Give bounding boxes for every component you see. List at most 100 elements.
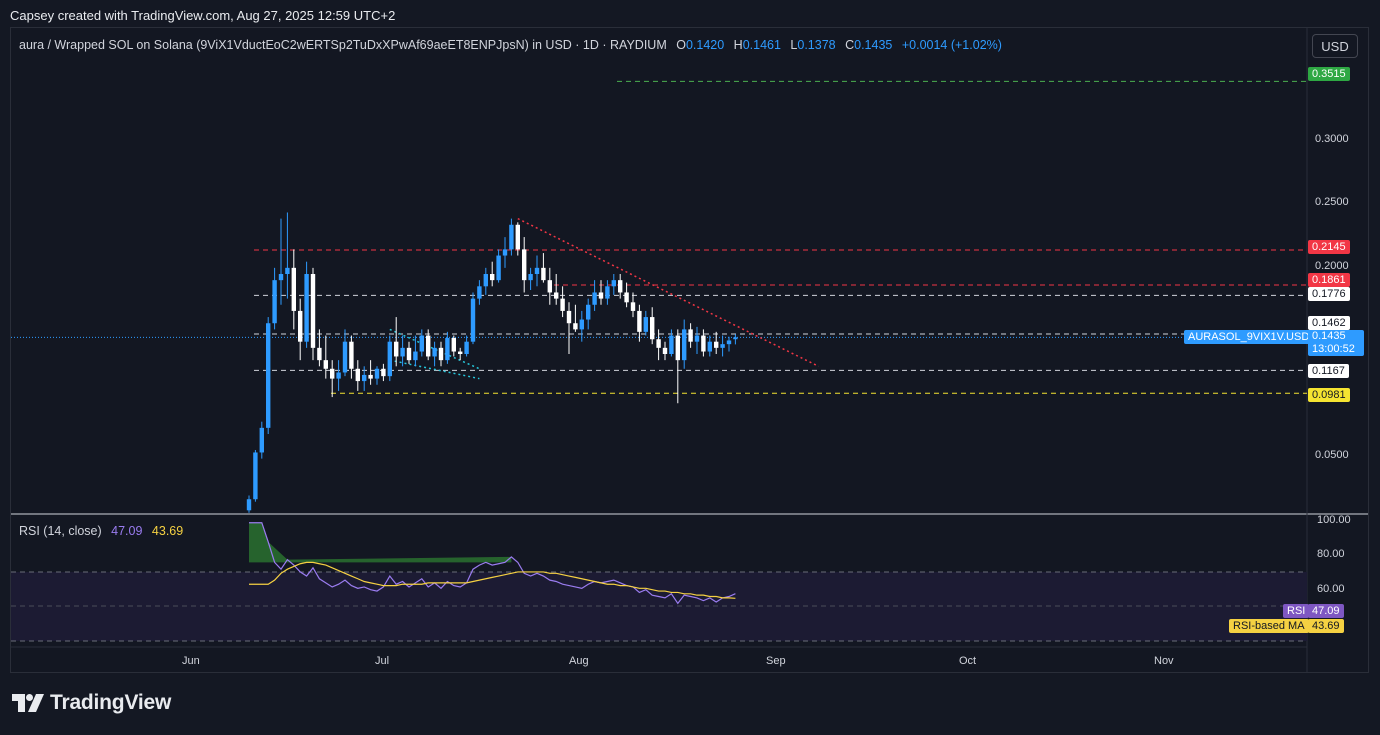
candle-body	[317, 347, 322, 361]
time-tick: Sep	[766, 655, 786, 667]
candle-body	[362, 374, 367, 382]
change-value: +0.0014 (+1.02%)	[901, 38, 1002, 52]
candle-body	[707, 341, 712, 352]
rsi-ma-value-tag: 43.69	[1308, 619, 1344, 633]
candle-body	[598, 292, 604, 299]
open-value: 0.1420	[685, 38, 725, 52]
candle-body	[470, 298, 476, 342]
candle-body	[406, 347, 412, 361]
triangle-upper-line	[389, 328, 480, 370]
candle-body	[490, 274, 495, 281]
candle-body	[477, 286, 482, 299]
candle-body	[560, 298, 565, 311]
candle-body	[579, 319, 584, 330]
candle-body	[650, 317, 655, 340]
candle-body	[534, 267, 540, 274]
rsi-tag: RSI	[1283, 604, 1310, 618]
candle-body	[726, 340, 732, 345]
level-tag: 0.0981	[1308, 388, 1350, 402]
candle-body	[426, 335, 431, 357]
level-tag: 0.1462	[1308, 316, 1350, 330]
tradingview-logo[interactable]: TradingView	[12, 691, 171, 715]
candle-body	[573, 323, 578, 330]
credit-text: Capsey created with TradingView.com, Aug…	[10, 8, 396, 23]
current-price-tag: 0.1435 13:00:52	[1308, 330, 1364, 356]
time-tick: Aug	[569, 655, 589, 667]
candle-body	[458, 351, 463, 354]
candle-body	[541, 267, 546, 281]
level-tag: 0.1167	[1308, 364, 1349, 378]
candle-body	[586, 304, 591, 320]
close-value: 0.1435	[854, 38, 893, 52]
candle-body	[662, 347, 668, 354]
candle-body	[720, 344, 725, 348]
rsi-ma-tag-label: RSI-based MA	[1233, 620, 1305, 632]
candle-body	[682, 329, 687, 361]
rsi-value-tag: 47.09	[1308, 604, 1344, 618]
chart-canvas[interactable]	[11, 28, 1368, 672]
candle-body	[381, 368, 386, 377]
candle-body	[349, 341, 354, 369]
candle-body	[368, 374, 373, 379]
triangle-pattern	[389, 328, 480, 380]
candle-body	[630, 302, 636, 311]
tradingview-logo-text: TradingView	[50, 691, 172, 714]
candle-body	[253, 452, 258, 500]
candle-body	[355, 368, 360, 382]
candle-body	[387, 341, 392, 377]
candle-body	[624, 292, 629, 303]
candle-body	[611, 280, 616, 287]
candle-body	[554, 292, 559, 299]
chart-frame[interactable]: aura / Wrapped SOL on Solana (9ViX1Vduct…	[10, 27, 1369, 673]
candle-body	[323, 360, 328, 369]
candle-body	[605, 286, 610, 299]
time-tick: Oct	[959, 655, 977, 667]
candle-body	[675, 335, 680, 361]
candle-body	[522, 249, 527, 281]
candle-series	[246, 212, 738, 513]
currency-button[interactable]: USD	[1312, 34, 1358, 58]
rsi-tick: 80.00	[1317, 548, 1345, 560]
candle-body	[515, 224, 520, 250]
symbol-legend[interactable]: aura / Wrapped SOL on Solana (9ViX1Vduct…	[19, 38, 1002, 52]
resistance-trendline	[517, 217, 819, 367]
candle-body	[400, 347, 405, 357]
candle-body	[694, 335, 700, 342]
rsi-overbought-fill	[249, 522, 512, 563]
candle-body	[246, 499, 252, 511]
rsi-series	[249, 522, 736, 605]
candle-body	[451, 338, 456, 352]
candle-body	[688, 329, 693, 342]
rsi-ma-line	[249, 561, 736, 599]
candle-body	[272, 280, 277, 324]
candle-body	[566, 310, 572, 324]
open-label: O	[676, 38, 686, 52]
rsi-line	[249, 522, 736, 605]
triangle-lower-line	[389, 359, 480, 380]
candle-body	[259, 427, 264, 453]
rsi-ma-value: 43.69	[151, 524, 184, 538]
candle-body	[528, 274, 533, 281]
candle-body	[278, 274, 284, 281]
candle-body	[413, 351, 418, 361]
candle-body	[637, 310, 642, 332]
level-tag: 0.1776	[1308, 287, 1350, 301]
rsi-legend[interactable]: RSI (14, close) 47.09 43.69	[19, 524, 183, 538]
rsi-label: RSI (14, close)	[19, 524, 102, 538]
rsi-value: 47.09	[111, 524, 143, 538]
rsi-tick: 100.00	[1317, 514, 1351, 526]
time-tick: Jul	[375, 655, 390, 667]
rsi-ma-tag: RSI-based MA	[1229, 619, 1309, 633]
candle-body	[285, 267, 290, 274]
candle-body	[374, 368, 380, 379]
high-label: H	[733, 38, 743, 52]
candle-body	[266, 323, 271, 428]
candle-body	[714, 341, 719, 348]
candle-body	[496, 255, 501, 281]
symbol-price-tag: AURASOL_9VIX1V.USD	[1184, 330, 1314, 344]
candle-body	[547, 280, 552, 293]
rsi-tick: 60.00	[1317, 583, 1345, 595]
rsi-tag-label: RSI	[1287, 605, 1306, 617]
candle-body	[669, 335, 674, 354]
candle-body	[464, 341, 469, 354]
